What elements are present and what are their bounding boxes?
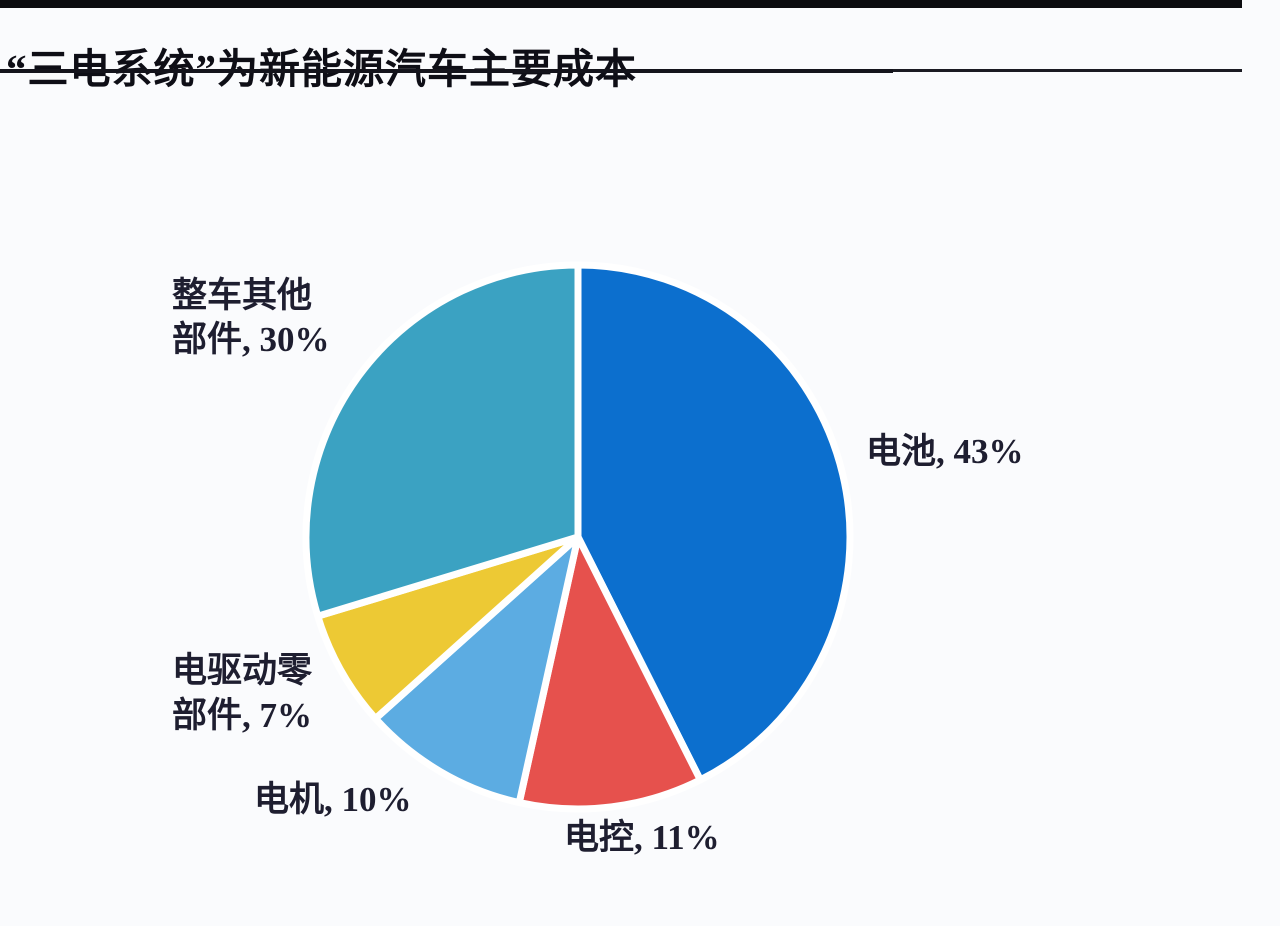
pie-chart — [302, 261, 854, 813]
title-underline — [0, 69, 893, 73]
pie-label-other-parts-line2: 部件, 30% — [172, 320, 330, 359]
pie-label-edrive-parts-line1: 电驱动零 — [172, 651, 313, 690]
pie-label-control-line1: 电控, 11% — [564, 818, 720, 857]
pie-label-edrive-parts: 电驱动零 部件, 7% — [172, 648, 312, 738]
pie-label-battery-line1: 电池, 43% — [866, 432, 1024, 471]
pie-slice-motor — [371, 533, 582, 807]
pie-slice-battery — [574, 261, 854, 784]
pie-label-other-parts-line1: 整车其他 — [172, 276, 313, 315]
pie-label-edrive-parts-line2: 部件, 7% — [172, 696, 313, 735]
pie-label-battery: 电池, 43% — [866, 432, 1024, 472]
pie-label-motor-line1: 电机, 10% — [254, 780, 412, 819]
pie-label-control: 电控, 11% — [564, 818, 720, 858]
pie-label-motor: 电机, 10% — [254, 780, 412, 820]
page-title: “三电系统”为新能源汽车主要成本 — [6, 46, 637, 93]
pie-slice-other — [302, 261, 582, 620]
top-accent-bar — [0, 0, 1242, 8]
title-underline-extension — [893, 69, 1242, 72]
pie-label-other-parts: 整车其他 部件, 30% — [172, 274, 330, 362]
